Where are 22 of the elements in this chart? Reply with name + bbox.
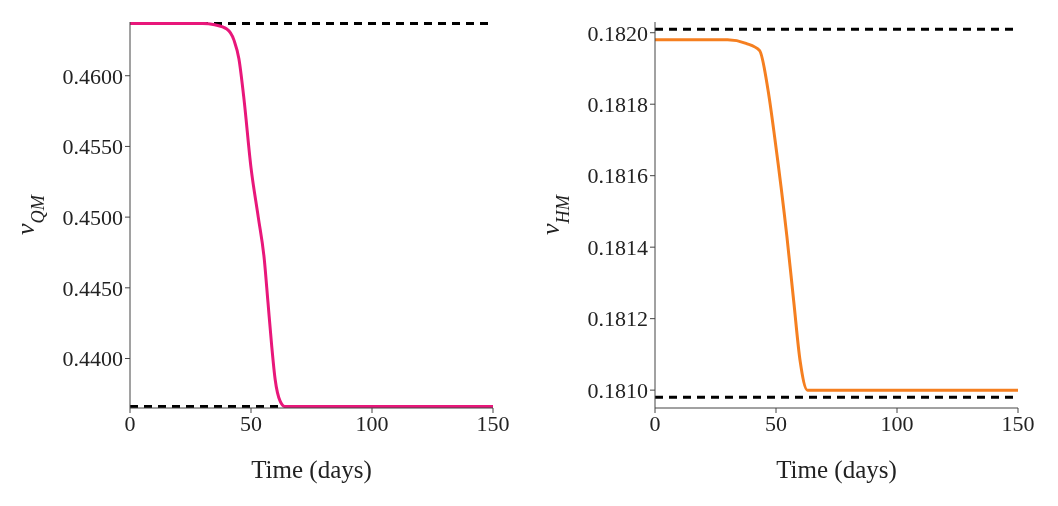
x-tick-label: 50 bbox=[240, 410, 262, 436]
x-tick-label: 0 bbox=[124, 410, 136, 436]
x-tick-label: 100 bbox=[880, 410, 914, 436]
x-tick-label: 100 bbox=[355, 410, 389, 436]
x-tick-label: 150 bbox=[476, 410, 510, 436]
y-tick-label: 0.4550 bbox=[62, 134, 123, 160]
y-tick-label: 0.1812 bbox=[587, 306, 648, 332]
y-tick-label: 0.1816 bbox=[587, 163, 648, 189]
x-tick-label: 150 bbox=[1001, 410, 1035, 436]
y-tick-label: 0.4450 bbox=[62, 275, 123, 301]
y-tick-label: 0.1818 bbox=[587, 92, 648, 118]
y-tick-label: 0.1810 bbox=[587, 377, 648, 403]
y-tick-label: 0.1820 bbox=[587, 20, 648, 46]
x-tick-label: 50 bbox=[765, 410, 787, 436]
x-axis-title: Time (days) bbox=[776, 456, 897, 484]
y-tick-label: 0.4600 bbox=[62, 63, 123, 89]
x-tick-label: 0 bbox=[649, 410, 661, 436]
x-axis-title: Time (days) bbox=[251, 456, 372, 484]
y-tick-label: 0.1814 bbox=[587, 234, 648, 260]
line-series bbox=[655, 38, 1018, 392]
y-tick-label: 0.4400 bbox=[62, 346, 123, 372]
y-tick-label: 0.4500 bbox=[62, 204, 123, 230]
